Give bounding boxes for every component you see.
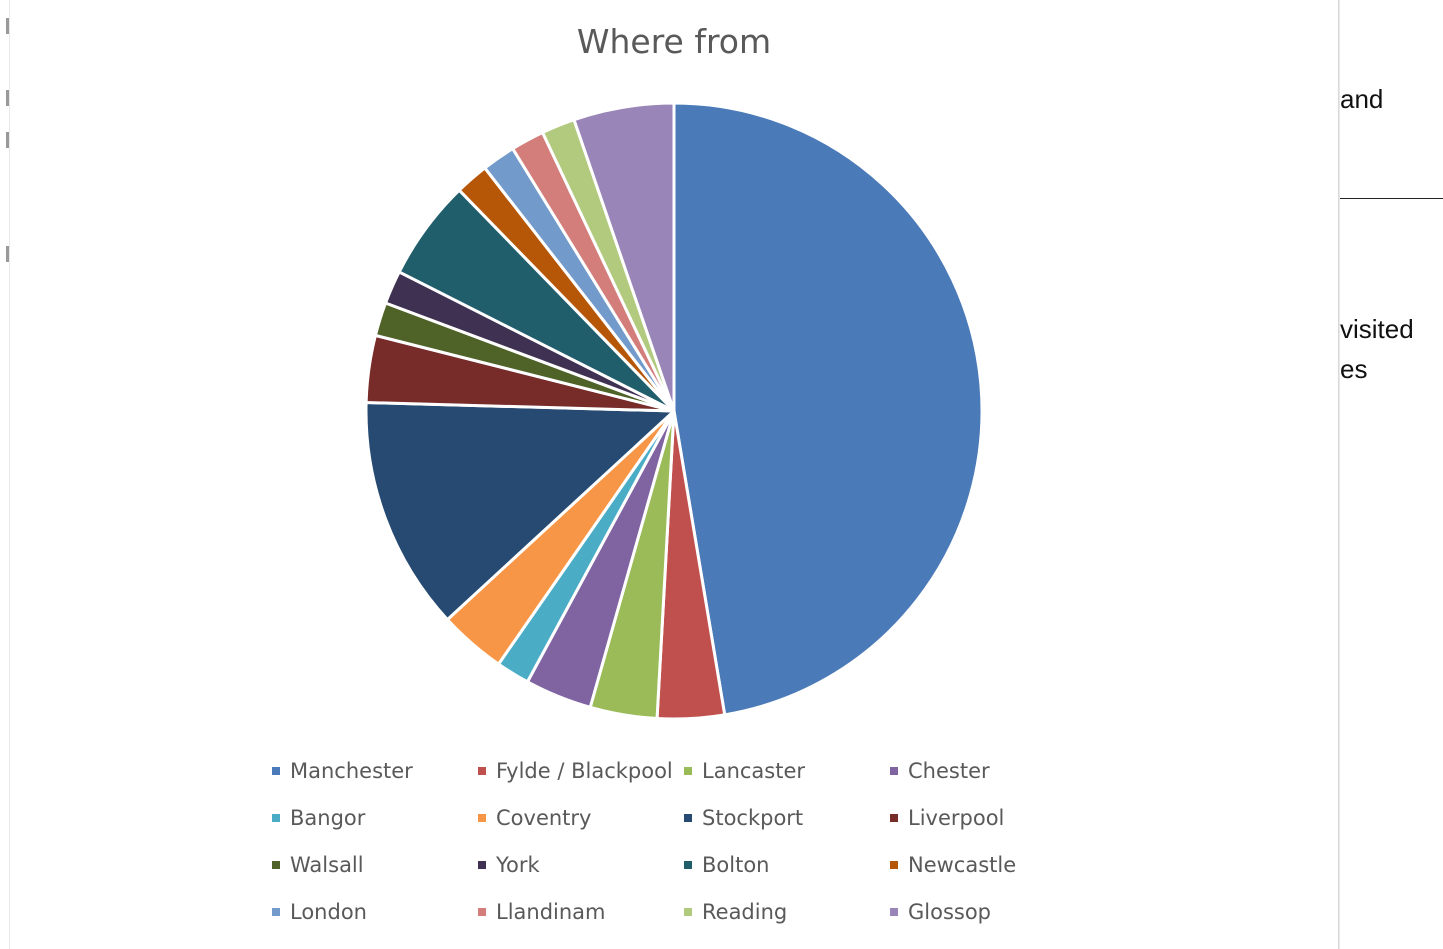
legend-swatch: [272, 861, 280, 869]
background-text-fragment: es: [1340, 354, 1368, 384]
background-text-fragment: visited: [1340, 314, 1414, 344]
legend-item: Stockport: [684, 803, 803, 833]
pie-chart: [364, 101, 984, 721]
divider-line: [1338, 198, 1443, 199]
legend-swatch: [478, 767, 486, 775]
legend-item: York: [478, 850, 540, 880]
legend-label: Glossop: [908, 900, 992, 924]
legend-item: Fylde / Blackpool: [478, 756, 673, 786]
legend-label: Liverpool: [908, 806, 1005, 830]
legend-item: Manchester: [272, 756, 413, 786]
legend-item: Newcastle: [890, 850, 1016, 880]
legend-label: Stockport: [702, 806, 804, 830]
legend-swatch: [272, 767, 280, 775]
legend-swatch: [478, 908, 486, 916]
legend-swatch: [684, 861, 692, 869]
legend-label: York: [496, 853, 540, 877]
legend-label: Reading: [702, 900, 788, 924]
pie-slice-stockport: [364, 401, 676, 622]
chart-panel: Where from Manchester Fylde / Blackpool La…: [10, 0, 1339, 949]
legend-label: Bangor: [290, 806, 366, 830]
legend-label: Bolton: [702, 853, 770, 877]
page-edge-mark: [6, 90, 9, 106]
legend-swatch: [890, 767, 898, 775]
page-edge-mark: [6, 132, 9, 148]
legend-swatch: [272, 908, 280, 916]
legend-item: Bangor: [272, 803, 365, 833]
legend-label: Llandinam: [496, 900, 606, 924]
legend-item: Chester: [890, 756, 990, 786]
pie-slice-manchester: [672, 101, 984, 717]
legend-swatch: [890, 861, 898, 869]
legend-item: Glossop: [890, 897, 991, 927]
legend-item: Llandinam: [478, 897, 606, 927]
page-edge-mark: [6, 246, 9, 262]
legend-label: Manchester: [290, 759, 413, 783]
legend-swatch: [478, 814, 486, 822]
legend-swatch: [684, 814, 692, 822]
legend-label: Fylde / Blackpool: [496, 759, 673, 783]
legend-item: Liverpool: [890, 803, 1004, 833]
legend-swatch: [890, 814, 898, 822]
legend-swatch: [478, 861, 486, 869]
pie-slice-glossop: [572, 101, 676, 413]
legend-item: Bolton: [684, 850, 769, 880]
legend-label: Newcastle: [908, 853, 1017, 877]
legend-item: Lancaster: [684, 756, 805, 786]
legend-item: Coventry: [478, 803, 591, 833]
legend-item: London: [272, 897, 367, 927]
legend-swatch: [684, 767, 692, 775]
legend-item: Reading: [684, 897, 787, 927]
legend-label: Lancaster: [702, 759, 806, 783]
legend-swatch: [684, 908, 692, 916]
background-text-fragment: and: [1340, 84, 1384, 114]
page-edge-mark: [6, 18, 9, 34]
legend-label: Coventry: [496, 806, 592, 830]
legend-swatch: [890, 908, 898, 916]
legend-item: Walsall: [272, 850, 364, 880]
legend-label: London: [290, 900, 367, 924]
legend-swatch: [272, 814, 280, 822]
legend-label: Walsall: [290, 853, 364, 877]
legend-label: Chester: [908, 759, 990, 783]
chart-title: Where from: [576, 22, 772, 61]
